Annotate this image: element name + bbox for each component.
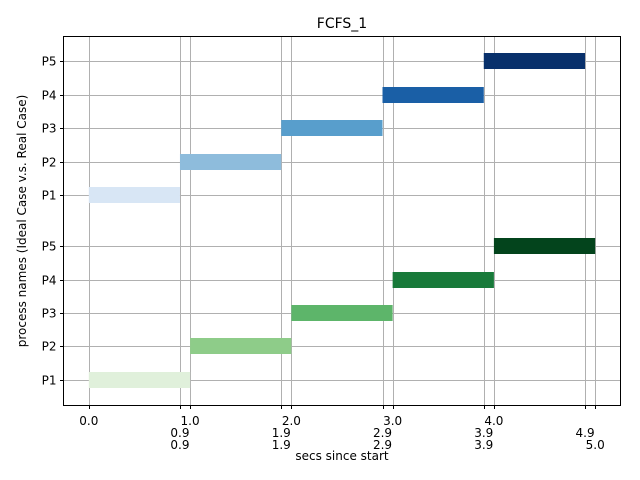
x-tick-label: 4.0: [484, 414, 503, 428]
x-tick-label: 0.0: [79, 414, 98, 428]
x-tick-label: 3.9: [474, 426, 493, 440]
x-tick-label: 5.0: [586, 438, 605, 452]
gantt-bar-p2: [179, 154, 282, 170]
gantt-bar-p4: [382, 87, 484, 103]
y-tick-label: P5: [42, 55, 57, 69]
y-tick-label: P1: [42, 189, 57, 203]
gantt-bar-p5: [483, 53, 586, 69]
y-tick-label: P1: [42, 374, 57, 388]
gantt-bar-p1: [88, 187, 180, 203]
y-tick-label: P4: [42, 274, 57, 288]
bars-layer: [88, 53, 596, 388]
y-tick-label: P5: [42, 240, 57, 254]
x-tick-label: 2.9: [373, 426, 392, 440]
gantt-bar-p3: [291, 305, 393, 321]
y-tick-label: P3: [42, 122, 57, 136]
y-tick-label: P3: [42, 307, 57, 321]
plot-frame: [63, 36, 621, 406]
y-axis-label: process names (Ideal Case v.s. Real Case…: [15, 95, 29, 348]
x-tick-label: 4.9: [576, 426, 595, 440]
y-axis-ticks: P1 P2 P3 P4 P5 P1 P2 P3 P4 P5: [42, 55, 64, 388]
chart-title: FCFS_1: [317, 16, 367, 32]
x-tick-label: 3.9: [474, 438, 493, 452]
grid-lines: [63, 36, 621, 406]
x-tick-label: 1.9: [272, 426, 291, 440]
x-axis-ticks: 0.0 1.0 2.0 3.0 4.0 0.9 1.9 2.9 3.9 4.9 0.9 1.9 2.9 3…: [79, 405, 605, 452]
x-tick-label: 1.0: [181, 414, 200, 428]
x-tick-label: 1.9: [272, 438, 291, 452]
gantt-bar-p5: [493, 238, 596, 254]
x-tick-label: 0.9: [170, 438, 189, 452]
x-tick-label: 2.0: [282, 414, 301, 428]
x-tick-label: 0.9: [170, 426, 189, 440]
gantt-bar-p2: [190, 338, 292, 354]
x-tick-label: 3.0: [383, 414, 402, 428]
y-tick-label: P4: [42, 89, 57, 103]
gantt-bar-p4: [392, 272, 494, 288]
x-tick-label: 2.9: [373, 438, 392, 452]
gantt-bar-p1: [88, 372, 191, 388]
y-tick-label: P2: [42, 340, 57, 354]
y-tick-label: P2: [42, 156, 57, 170]
x-axis-label: secs since start: [295, 449, 389, 463]
gantt-bar-p3: [281, 120, 383, 136]
